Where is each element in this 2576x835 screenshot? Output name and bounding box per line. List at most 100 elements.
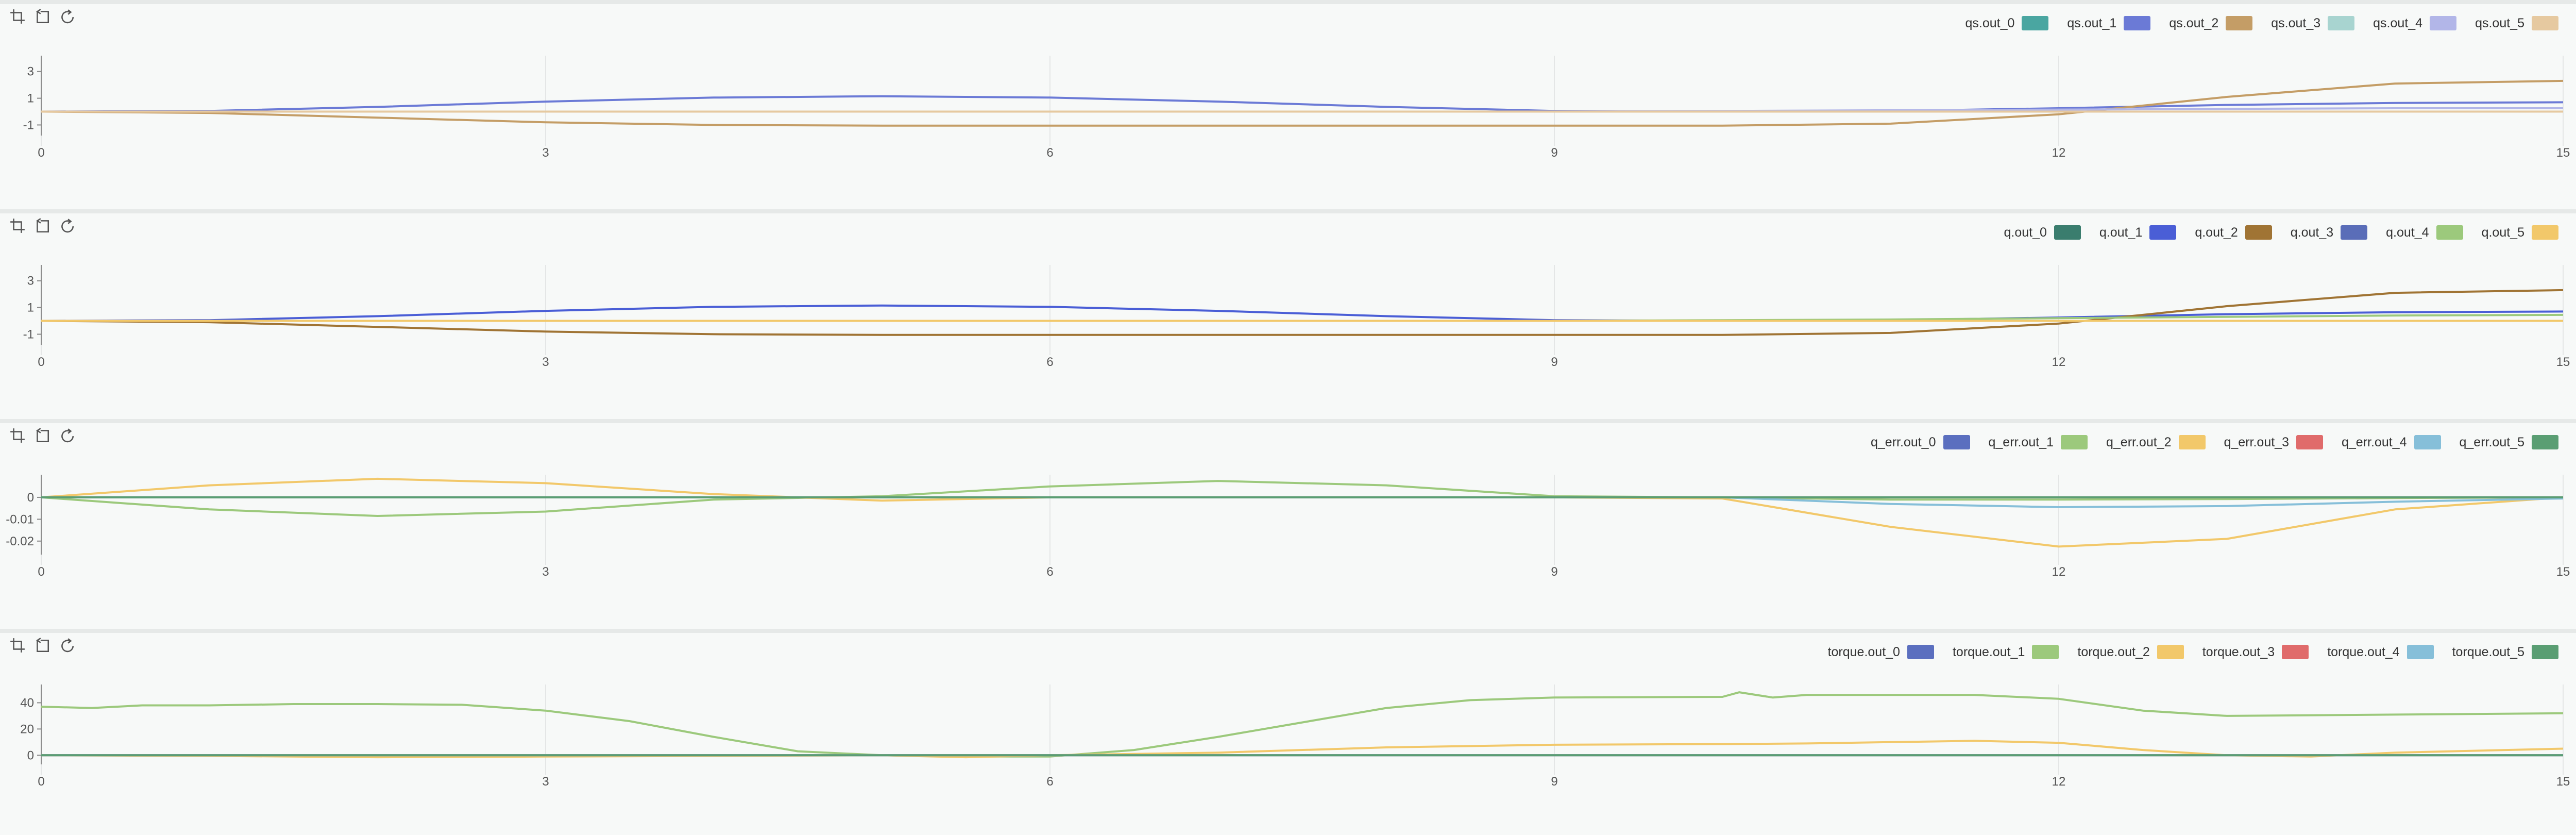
refresh-icon[interactable] [58, 426, 76, 445]
y-tick-label: 0 [27, 748, 34, 762]
legend-swatch [2532, 435, 2558, 449]
legend-swatch [2430, 16, 2457, 30]
legend-swatch [1943, 435, 1970, 449]
undo-icon[interactable] [33, 216, 52, 235]
legend-swatch [2061, 435, 2088, 449]
x-tick-label: 12 [2052, 565, 2066, 579]
x-tick-label: 0 [38, 355, 44, 369]
legend-swatch [2149, 225, 2177, 240]
legend-swatch [2436, 225, 2463, 240]
legend-item[interactable]: q_err.out_1 [1989, 435, 2088, 450]
legend-item[interactable]: q.out_1 [2099, 225, 2177, 240]
legend-label: qs.out_5 [2475, 15, 2524, 30]
crop-icon[interactable] [8, 216, 27, 235]
legend-label: torque.out_3 [2202, 644, 2275, 659]
y-tick-label: 3 [27, 274, 34, 288]
legend-label: qs.out_4 [2373, 15, 2423, 30]
x-tick-label: 15 [2556, 565, 2570, 579]
y-tick-label: -1 [23, 327, 34, 341]
y-tick-label: 1 [27, 92, 34, 106]
undo-icon[interactable] [33, 7, 52, 26]
legend-item[interactable]: torque.out_5 [2452, 645, 2558, 660]
legend-swatch [2124, 16, 2151, 30]
legend-item[interactable]: qs.out_0 [1965, 15, 2049, 31]
chart-legend: torque.out_0 torque.out_1 torque.out_2 torq… [1809, 643, 2558, 661]
x-tick-label: 9 [1551, 565, 1557, 579]
x-tick-label: 0 [38, 146, 44, 160]
crop-icon[interactable] [8, 7, 27, 26]
y-tick-label: -0.01 [6, 512, 34, 526]
legend-item[interactable]: torque.out_4 [2327, 645, 2434, 660]
legend-item[interactable]: qs.out_1 [2067, 16, 2151, 31]
x-tick-label: 9 [1551, 775, 1557, 789]
legend-item[interactable]: torque.out_1 [1953, 645, 2059, 660]
legend-item[interactable]: q_err.out_0 [1871, 435, 1970, 450]
undo-icon[interactable] [33, 426, 52, 445]
legend-item[interactable]: torque.out_0 [1828, 645, 1934, 660]
legend-label: q_err.out_2 [2106, 435, 2172, 449]
x-tick-label: 12 [2052, 355, 2066, 369]
refresh-icon[interactable] [58, 7, 76, 26]
legend-item[interactable]: q_err.out_2 [2106, 435, 2206, 450]
legend-label: torque.out_0 [1827, 644, 1900, 659]
legend-item[interactable]: qs.out_2 [2169, 15, 2253, 31]
plot-area: 0 3 6 9 12 15 3 1 -1 [23, 265, 2570, 369]
legend-swatch [2178, 435, 2206, 449]
y-tick-label: -0.02 [6, 535, 34, 548]
x-tick-label: 12 [2052, 146, 2066, 160]
legend-swatch [2414, 435, 2441, 449]
legend-swatch [2032, 645, 2059, 659]
legend-item[interactable]: torque.out_3 [2202, 645, 2309, 660]
chart-legend: qs.out_0 qs.out_1 qs.out_2 qs.out_3 qs.out_4… [1946, 14, 2558, 32]
legend-item[interactable]: q.out_2 [2195, 225, 2272, 240]
refresh-icon[interactable] [58, 636, 76, 655]
legend-item[interactable]: qs.out_5 [2475, 16, 2558, 31]
legend-item[interactable]: q.out_0 [2004, 225, 2081, 240]
x-tick-label: 15 [2556, 146, 2570, 160]
crop-icon[interactable] [8, 636, 27, 655]
legend-swatch [2406, 645, 2434, 659]
x-tick-label: 0 [38, 775, 44, 789]
chart-toolbar [8, 426, 76, 449]
legend-swatch [2226, 16, 2253, 30]
legend-item[interactable]: q.out_5 [2482, 225, 2558, 240]
legend-label: qs.out_3 [2271, 15, 2321, 30]
x-tick-label: 3 [542, 146, 549, 160]
undo-icon[interactable] [33, 636, 52, 655]
series-line [41, 79, 2564, 127]
plot-area: 0 3 6 9 12 15 40 20 0 [20, 684, 2570, 789]
legend-label: q_err.out_1 [1988, 435, 2054, 449]
legend-item[interactable]: qs.out_3 [2271, 15, 2355, 31]
legend-item[interactable]: q.out_3 [2291, 225, 2368, 240]
legend-item[interactable]: q.out_4 [2386, 225, 2463, 240]
legend-item[interactable]: q_err.out_4 [2342, 435, 2441, 450]
legend-label: qs.out_2 [2169, 15, 2219, 30]
y-tick-label: 20 [20, 722, 34, 736]
x-tick-label: 3 [542, 355, 549, 369]
legend-swatch [2532, 225, 2558, 240]
chart-legend: q_err.out_0 q_err.out_1 q_err.out_2 q_err.o… [1852, 433, 2558, 451]
series-line [41, 691, 2564, 758]
legend-label: qs.out_0 [1965, 15, 2015, 30]
refresh-icon[interactable] [58, 216, 76, 235]
crop-icon[interactable] [8, 426, 27, 445]
y-tick-label: 40 [20, 696, 34, 710]
x-tick-label: 6 [1046, 146, 1053, 160]
chart-toolbar [8, 636, 76, 659]
x-tick-label: 3 [542, 565, 549, 579]
plot-area: 0 3 6 9 12 15 3 1 -1 [23, 56, 2570, 160]
legend-label: q_err.out_3 [2224, 435, 2290, 449]
legend-swatch [1907, 645, 1934, 659]
series-line [41, 480, 2564, 517]
y-tick-label: 3 [27, 65, 34, 79]
x-tick-label: 0 [38, 565, 44, 579]
legend-label: torque.out_1 [1952, 644, 2025, 659]
legend-item[interactable]: q_err.out_5 [2460, 435, 2558, 450]
chart-panel: torque.out_0 torque.out_1 torque.out_2 torq… [0, 629, 2576, 833]
legend-item[interactable]: q_err.out_3 [2224, 435, 2323, 450]
legend-label: q_err.out_4 [2342, 435, 2407, 449]
chart-toolbar [8, 216, 76, 239]
legend-swatch [2296, 435, 2323, 449]
legend-item[interactable]: qs.out_4 [2373, 15, 2457, 31]
legend-item[interactable]: torque.out_2 [2077, 645, 2184, 660]
